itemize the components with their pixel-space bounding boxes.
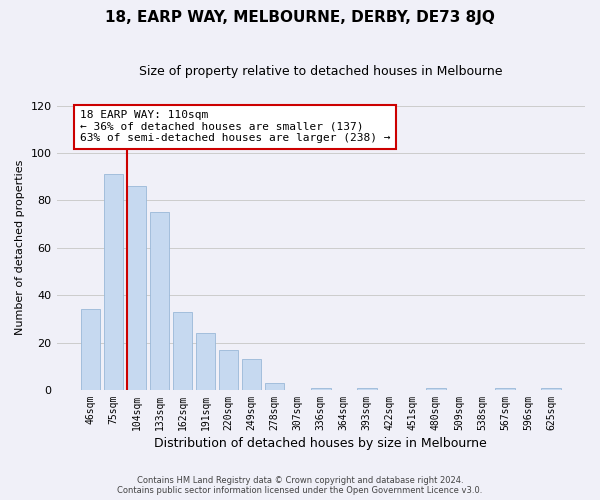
Bar xyxy=(357,388,377,390)
Bar xyxy=(196,333,215,390)
Text: Contains HM Land Registry data © Crown copyright and database right 2024.
Contai: Contains HM Land Registry data © Crown c… xyxy=(118,476,482,495)
Bar xyxy=(265,383,284,390)
Text: 18 EARP WAY: 110sqm
← 36% of detached houses are smaller (137)
63% of semi-detac: 18 EARP WAY: 110sqm ← 36% of detached ho… xyxy=(80,110,391,144)
Y-axis label: Number of detached properties: Number of detached properties xyxy=(15,160,25,336)
X-axis label: Distribution of detached houses by size in Melbourne: Distribution of detached houses by size … xyxy=(154,437,487,450)
Bar xyxy=(173,312,193,390)
Bar xyxy=(426,388,446,390)
Bar xyxy=(219,350,238,390)
Bar xyxy=(311,388,331,390)
Bar xyxy=(80,310,100,390)
Bar xyxy=(127,186,146,390)
Title: Size of property relative to detached houses in Melbourne: Size of property relative to detached ho… xyxy=(139,65,503,78)
Bar xyxy=(104,174,123,390)
Bar xyxy=(242,359,262,390)
Bar xyxy=(496,388,515,390)
Bar xyxy=(541,388,561,390)
Bar xyxy=(149,212,169,390)
Text: 18, EARP WAY, MELBOURNE, DERBY, DE73 8JQ: 18, EARP WAY, MELBOURNE, DERBY, DE73 8JQ xyxy=(105,10,495,25)
